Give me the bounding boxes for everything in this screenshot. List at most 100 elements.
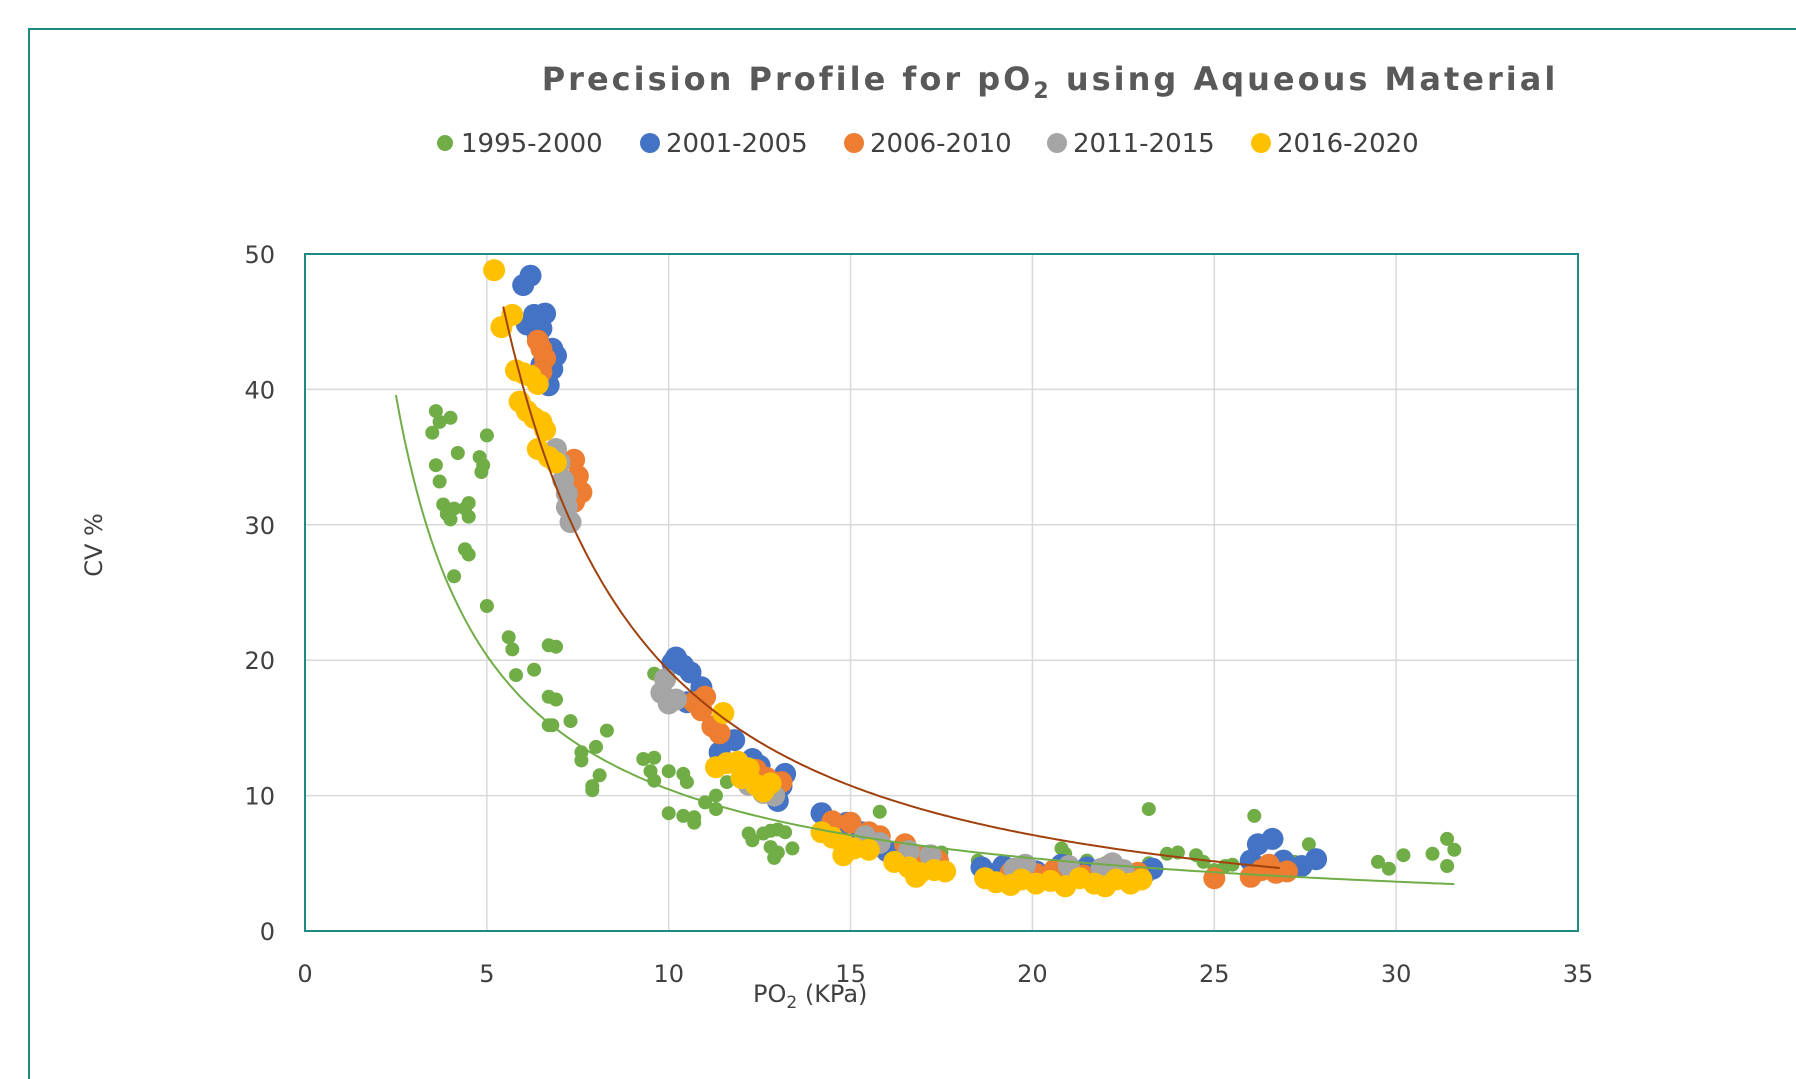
x-axis-label: PO2 (KPa) <box>753 980 867 1013</box>
x-axis-label-subscript: 2 <box>786 993 797 1013</box>
x-tick-label: 0 <box>297 960 312 988</box>
data-point <box>479 599 494 613</box>
data-point <box>1160 846 1174 861</box>
data-point <box>694 685 717 708</box>
data-point <box>461 496 476 511</box>
trendline <box>502 306 1280 869</box>
data-point <box>443 512 458 527</box>
x-tick-label: 5 <box>479 960 494 988</box>
chart-title-subscript: 2 <box>1033 79 1051 104</box>
data-point <box>505 642 520 657</box>
y-tick-label: 20 <box>244 647 275 675</box>
data-point <box>450 446 465 460</box>
data-point <box>509 668 523 683</box>
data-point <box>474 465 489 479</box>
data-point <box>592 768 607 783</box>
data-point <box>574 753 589 768</box>
x-axis-ticks: 0 5 10 15 20 25 30 35 <box>297 960 1593 988</box>
data-point <box>839 811 862 834</box>
legend-label: 2001-2005 <box>666 129 808 159</box>
y-tick-label: 10 <box>244 783 275 811</box>
legend-marker <box>640 133 660 153</box>
data-point <box>1196 854 1211 869</box>
data-point <box>712 702 735 724</box>
legend-label: 1995-2000 <box>461 129 603 159</box>
data-point <box>425 425 440 440</box>
legend-label: 2006-2010 <box>870 129 1012 159</box>
data-point <box>708 722 731 745</box>
y-tick-label: 0 <box>260 918 275 946</box>
data-point <box>534 419 557 441</box>
data-point <box>549 692 563 707</box>
chart-frame <box>28 28 1796 1079</box>
data-point <box>661 764 676 779</box>
data-point <box>443 410 458 425</box>
data-point <box>1440 831 1455 846</box>
data-point <box>665 688 687 711</box>
data-point <box>1447 842 1462 857</box>
data-point <box>461 547 476 562</box>
data-point <box>1247 808 1262 823</box>
data-point <box>428 404 443 419</box>
trendline <box>394 394 1455 886</box>
data-point <box>549 639 563 654</box>
x-axis-label-main: PO <box>753 980 786 1008</box>
data-points <box>425 259 1462 898</box>
data-point <box>1440 859 1455 873</box>
data-point <box>432 474 447 489</box>
data-point <box>719 775 734 790</box>
chart-legend: 1995-2000 2001-2005 2006-2010 2011-2015 2016… <box>437 129 1419 159</box>
data-point <box>1381 861 1396 876</box>
data-point <box>1305 848 1328 871</box>
data-point <box>709 788 723 803</box>
data-point <box>1371 854 1385 869</box>
trendlines <box>394 306 1455 886</box>
data-point <box>905 865 927 888</box>
data-point <box>759 772 782 795</box>
chart-title-suffix: using Aqueous Material <box>1052 60 1559 98</box>
data-point <box>679 775 694 790</box>
data-point <box>1203 867 1226 890</box>
y-tick-label: 40 <box>244 376 275 404</box>
data-point <box>1425 846 1440 861</box>
data-point <box>872 804 887 819</box>
data-point <box>512 274 535 297</box>
data-point <box>661 806 676 821</box>
plot-area <box>304 253 1579 932</box>
x-axis-label-suffix: (KPa) <box>797 980 867 1008</box>
data-point <box>1225 857 1240 872</box>
legend-marker <box>1251 133 1271 153</box>
legend-label: 2011-2015 <box>1073 129 1215 159</box>
data-point <box>767 850 782 865</box>
legend-marker <box>437 135 453 151</box>
data-point <box>589 739 603 754</box>
data-point <box>447 501 462 516</box>
data-point <box>647 750 662 765</box>
data-point <box>745 833 760 848</box>
data-point <box>483 259 506 282</box>
x-tick-label: 30 <box>1381 960 1412 988</box>
data-point <box>1141 802 1156 817</box>
data-point <box>585 783 600 798</box>
legend-label: 2016-2020 <box>1277 129 1419 159</box>
data-point <box>832 844 855 867</box>
data-point <box>501 630 516 645</box>
data-point <box>527 662 542 677</box>
x-tick-label: 25 <box>1199 960 1230 988</box>
data-point <box>676 808 691 823</box>
data-point <box>479 428 494 443</box>
data-point <box>461 509 476 524</box>
x-tick-label: 20 <box>1017 960 1048 988</box>
data-point <box>1396 848 1411 863</box>
legend-marker <box>1047 133 1067 153</box>
chart-grid <box>305 254 1578 931</box>
y-tick-label: 50 <box>244 241 275 269</box>
x-tick-label: 10 <box>653 960 684 988</box>
data-point <box>563 714 578 729</box>
x-tick-label: 15 <box>835 960 866 988</box>
data-point <box>526 373 549 395</box>
legend-marker <box>844 133 864 153</box>
data-point <box>1276 860 1298 883</box>
data-point <box>545 451 567 474</box>
